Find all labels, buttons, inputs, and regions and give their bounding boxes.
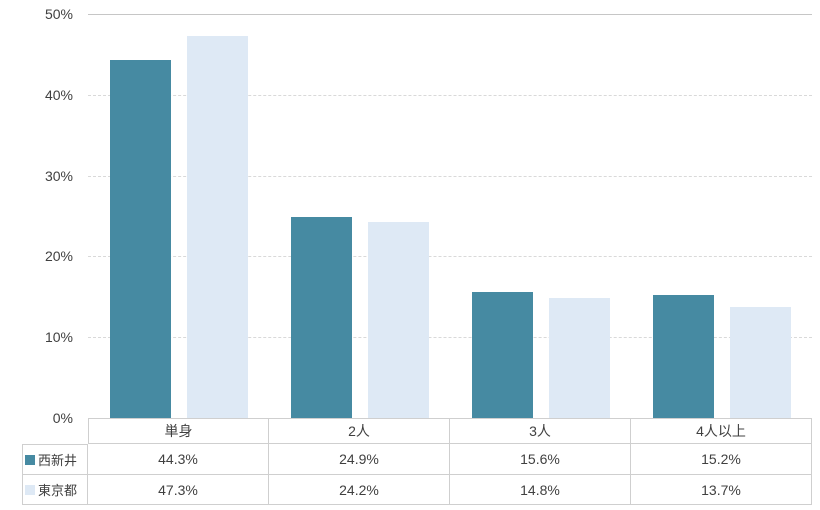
value-cell-series2-cat2: 24.2% — [269, 475, 450, 505]
value-cell-series2-cat4: 13.7% — [631, 475, 812, 505]
y-tick-label: 30% — [44, 167, 73, 184]
legend-marker-icon — [25, 454, 35, 465]
category-header: 2人 — [269, 418, 450, 444]
value-cell-series1-cat1: 44.3% — [88, 444, 269, 475]
bar-series2-cat2 — [367, 222, 429, 418]
value-cell-series2-cat3: 14.8% — [450, 475, 631, 505]
category-header: 単身 — [88, 418, 269, 444]
value-cell-series2-cat1: 47.3% — [88, 475, 269, 505]
value-cell-series1-cat2: 24.9% — [269, 444, 450, 475]
category-header: 4人以上 — [631, 418, 812, 444]
table-corner-blank — [22, 418, 88, 444]
gridline-20% — [88, 256, 812, 258]
y-tick-label: 20% — [44, 248, 73, 265]
plot-area — [88, 14, 812, 418]
value-cell-series1-cat4: 15.2% — [631, 444, 812, 475]
bar-series1-cat1 — [109, 60, 171, 418]
gridline-30% — [88, 175, 812, 177]
data-table: 単身 2人 3人 4人以上西新井 44.3% 24.9% 15.6% 15.2% 東京都 47.3… — [22, 418, 812, 505]
bar-series2-cat1 — [186, 35, 248, 418]
bar-series1-cat4 — [652, 295, 714, 418]
bar-series1-cat3 — [471, 291, 533, 418]
bar-series1-cat2 — [290, 216, 352, 418]
y-tick-label: 40% — [44, 86, 73, 103]
gridline-10% — [88, 337, 812, 339]
bar-series2-cat4 — [729, 307, 791, 418]
gridline-40% — [88, 94, 812, 96]
bar-series2-cat3 — [548, 298, 610, 418]
legend-cell-series1: 西新井 — [22, 444, 88, 475]
gridline-50% — [88, 14, 812, 15]
category-header: 3人 — [450, 418, 631, 444]
value-cell-series1-cat3: 15.6% — [450, 444, 631, 475]
y-tick-label: 0% — [52, 410, 73, 426]
legend-label: 西新井 — [38, 453, 78, 468]
legend-cell-series2: 東京都 — [22, 475, 88, 505]
y-axis: 50% 40% 30% 20% 10% 0% — [0, 0, 76, 426]
legend-marker-icon — [25, 484, 35, 495]
y-tick-label: 50% — [44, 6, 73, 22]
legend-label: 東京都 — [38, 483, 78, 498]
y-tick-label: 10% — [44, 329, 73, 346]
